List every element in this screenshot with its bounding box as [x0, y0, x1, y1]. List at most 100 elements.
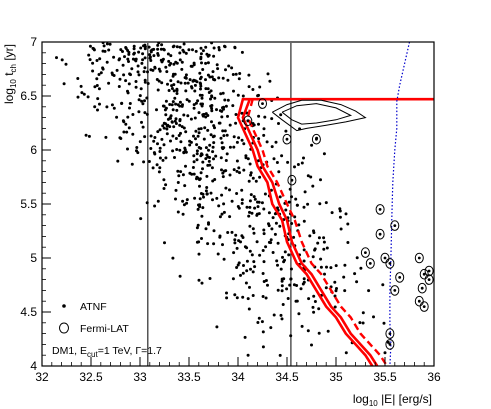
atnf-point [172, 89, 176, 93]
fermi-point [360, 247, 370, 258]
fermi-point-center [417, 256, 421, 260]
atnf-point [161, 158, 165, 162]
atnf-point [181, 173, 185, 177]
atnf-point [101, 49, 105, 53]
x-ticks: 32 32.5 33 33.5 34 34.5 35 35.5 36 [35, 357, 441, 384]
atnf-point [318, 202, 322, 206]
atnf-point [234, 72, 238, 76]
atnf-point [64, 62, 68, 66]
fermi-point [287, 174, 297, 186]
atnf-point [120, 102, 124, 105]
atnf-point [98, 102, 101, 106]
atnf-point [237, 77, 241, 81]
atnf-point [182, 150, 186, 154]
atnf-point [172, 62, 176, 66]
atnf-point [311, 184, 315, 188]
atnf-point [107, 48, 111, 52]
atnf-point [247, 85, 251, 89]
atnf-point [225, 296, 229, 300]
x-tick-label: 33 [133, 370, 147, 384]
likelihood-contour [281, 103, 353, 125]
atnf-point [239, 273, 242, 277]
atnf-point [222, 134, 226, 138]
atnf-point [183, 148, 187, 152]
fermi-point [385, 258, 395, 269]
atnf-point [198, 178, 201, 182]
atnf-point [382, 321, 386, 325]
series-layer [236, 42, 434, 366]
atnf-point [220, 193, 224, 197]
atnf-point [179, 170, 183, 174]
atnf-point [358, 321, 362, 325]
atnf-point [284, 129, 288, 133]
atnf-point [203, 126, 207, 130]
atnf-point [140, 120, 143, 124]
atnf-point [127, 60, 130, 63]
atnf-point [205, 52, 209, 56]
atnf-point [267, 222, 270, 226]
atnf-point [152, 54, 156, 58]
atnf-point [278, 195, 282, 199]
atnf-point [263, 192, 267, 196]
atnf-point [197, 278, 201, 282]
atnf-point [276, 263, 279, 267]
atnf-point [212, 229, 216, 233]
y-axis-label: log10 tch [yr] [2, 44, 18, 104]
atnf-point [161, 57, 165, 61]
atnf-point [222, 257, 226, 261]
atnf-point [338, 207, 342, 211]
atnf-point [171, 149, 175, 153]
atnf-point [126, 57, 130, 61]
atnf-point [223, 45, 227, 49]
atnf-point [199, 171, 203, 175]
atnf-point [252, 195, 256, 199]
atnf-point [202, 195, 205, 199]
atnf-point [134, 59, 138, 63]
atnf-point [248, 224, 252, 228]
atnf-point [104, 135, 108, 139]
atnf-point [189, 117, 193, 121]
atnf-point [234, 121, 238, 125]
atnf-point [143, 111, 147, 115]
atnf-point [195, 240, 199, 244]
atnf-point [317, 236, 321, 240]
atnf-point [300, 324, 304, 328]
atnf-point [174, 197, 177, 201]
fermi-point-center [383, 256, 387, 260]
atnf-point [257, 137, 261, 141]
atnf-point [252, 231, 256, 235]
atnf-point [225, 133, 229, 137]
atnf-point [221, 129, 225, 133]
atnf-point [242, 168, 246, 172]
atnf-point [317, 307, 321, 311]
atnf-point [188, 78, 192, 82]
atnf-point [156, 130, 160, 134]
atnf-point [161, 104, 165, 108]
atnf-point [244, 281, 248, 285]
atnf-point [265, 140, 269, 144]
atnf-point [79, 84, 83, 88]
atnf-point [204, 45, 208, 49]
atnf-point [176, 181, 180, 184]
atnf-point [308, 234, 312, 238]
atnf-point [312, 294, 316, 298]
atnf-point [173, 156, 176, 159]
atnf-point [231, 73, 235, 76]
atnf-point [87, 53, 91, 57]
atnf-point [216, 67, 220, 71]
atnf-point [141, 102, 145, 106]
atnf-point [177, 134, 181, 137]
atnf-point [195, 175, 199, 179]
atnf-point [125, 130, 129, 134]
atnf-point [317, 331, 321, 335]
atnf-point [212, 157, 215, 161]
x-tick-label: 35.5 [373, 370, 397, 384]
atnf-point [228, 123, 232, 127]
atnf-point [278, 353, 282, 357]
atnf-point [208, 143, 212, 147]
atnf-point [201, 68, 205, 71]
atnf-point [281, 255, 284, 259]
atnf-point [316, 241, 320, 245]
atnf-point [209, 191, 213, 195]
atnf-point [249, 171, 253, 175]
